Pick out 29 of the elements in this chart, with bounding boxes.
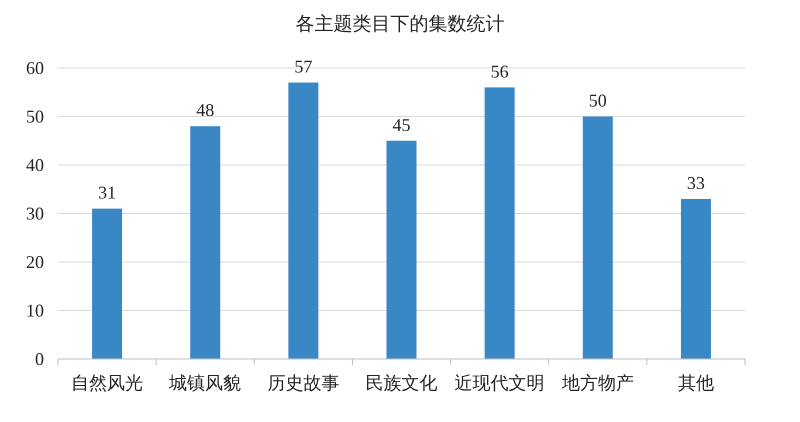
chart-title: 各主题类目下的集数统计 xyxy=(296,13,504,35)
bar xyxy=(288,82,318,359)
y-tick-label: 30 xyxy=(26,204,44,224)
x-tick-label: 民族文化 xyxy=(366,373,438,393)
y-tick-label: 0 xyxy=(35,349,44,369)
bar xyxy=(190,126,220,359)
y-tick-label: 40 xyxy=(26,155,44,175)
x-tick-label: 其他 xyxy=(678,373,714,393)
data-label: 45 xyxy=(392,114,410,135)
y-tick-label: 50 xyxy=(26,106,44,126)
y-tick-label: 10 xyxy=(26,300,44,320)
data-label: 50 xyxy=(588,90,607,110)
y-tick-label: 20 xyxy=(26,252,44,272)
data-label: 31 xyxy=(98,182,116,203)
data-label: 56 xyxy=(490,61,509,82)
data-label: 48 xyxy=(196,100,214,120)
x-tick-label: 历史故事 xyxy=(267,373,340,393)
x-tick-label: 自然风光 xyxy=(71,373,144,393)
data-label: 33 xyxy=(686,172,705,193)
x-tick-label: 地方物产 xyxy=(560,373,634,393)
data-label: 57 xyxy=(294,56,312,77)
bar xyxy=(680,198,711,359)
bar xyxy=(92,208,122,359)
x-tick-label: 城镇风貌 xyxy=(168,373,242,393)
x-tick-label: 近现代文明 xyxy=(454,373,545,393)
bar xyxy=(484,87,515,359)
bar xyxy=(386,140,416,359)
y-tick-label: 60 xyxy=(26,58,44,78)
bar xyxy=(582,116,613,359)
